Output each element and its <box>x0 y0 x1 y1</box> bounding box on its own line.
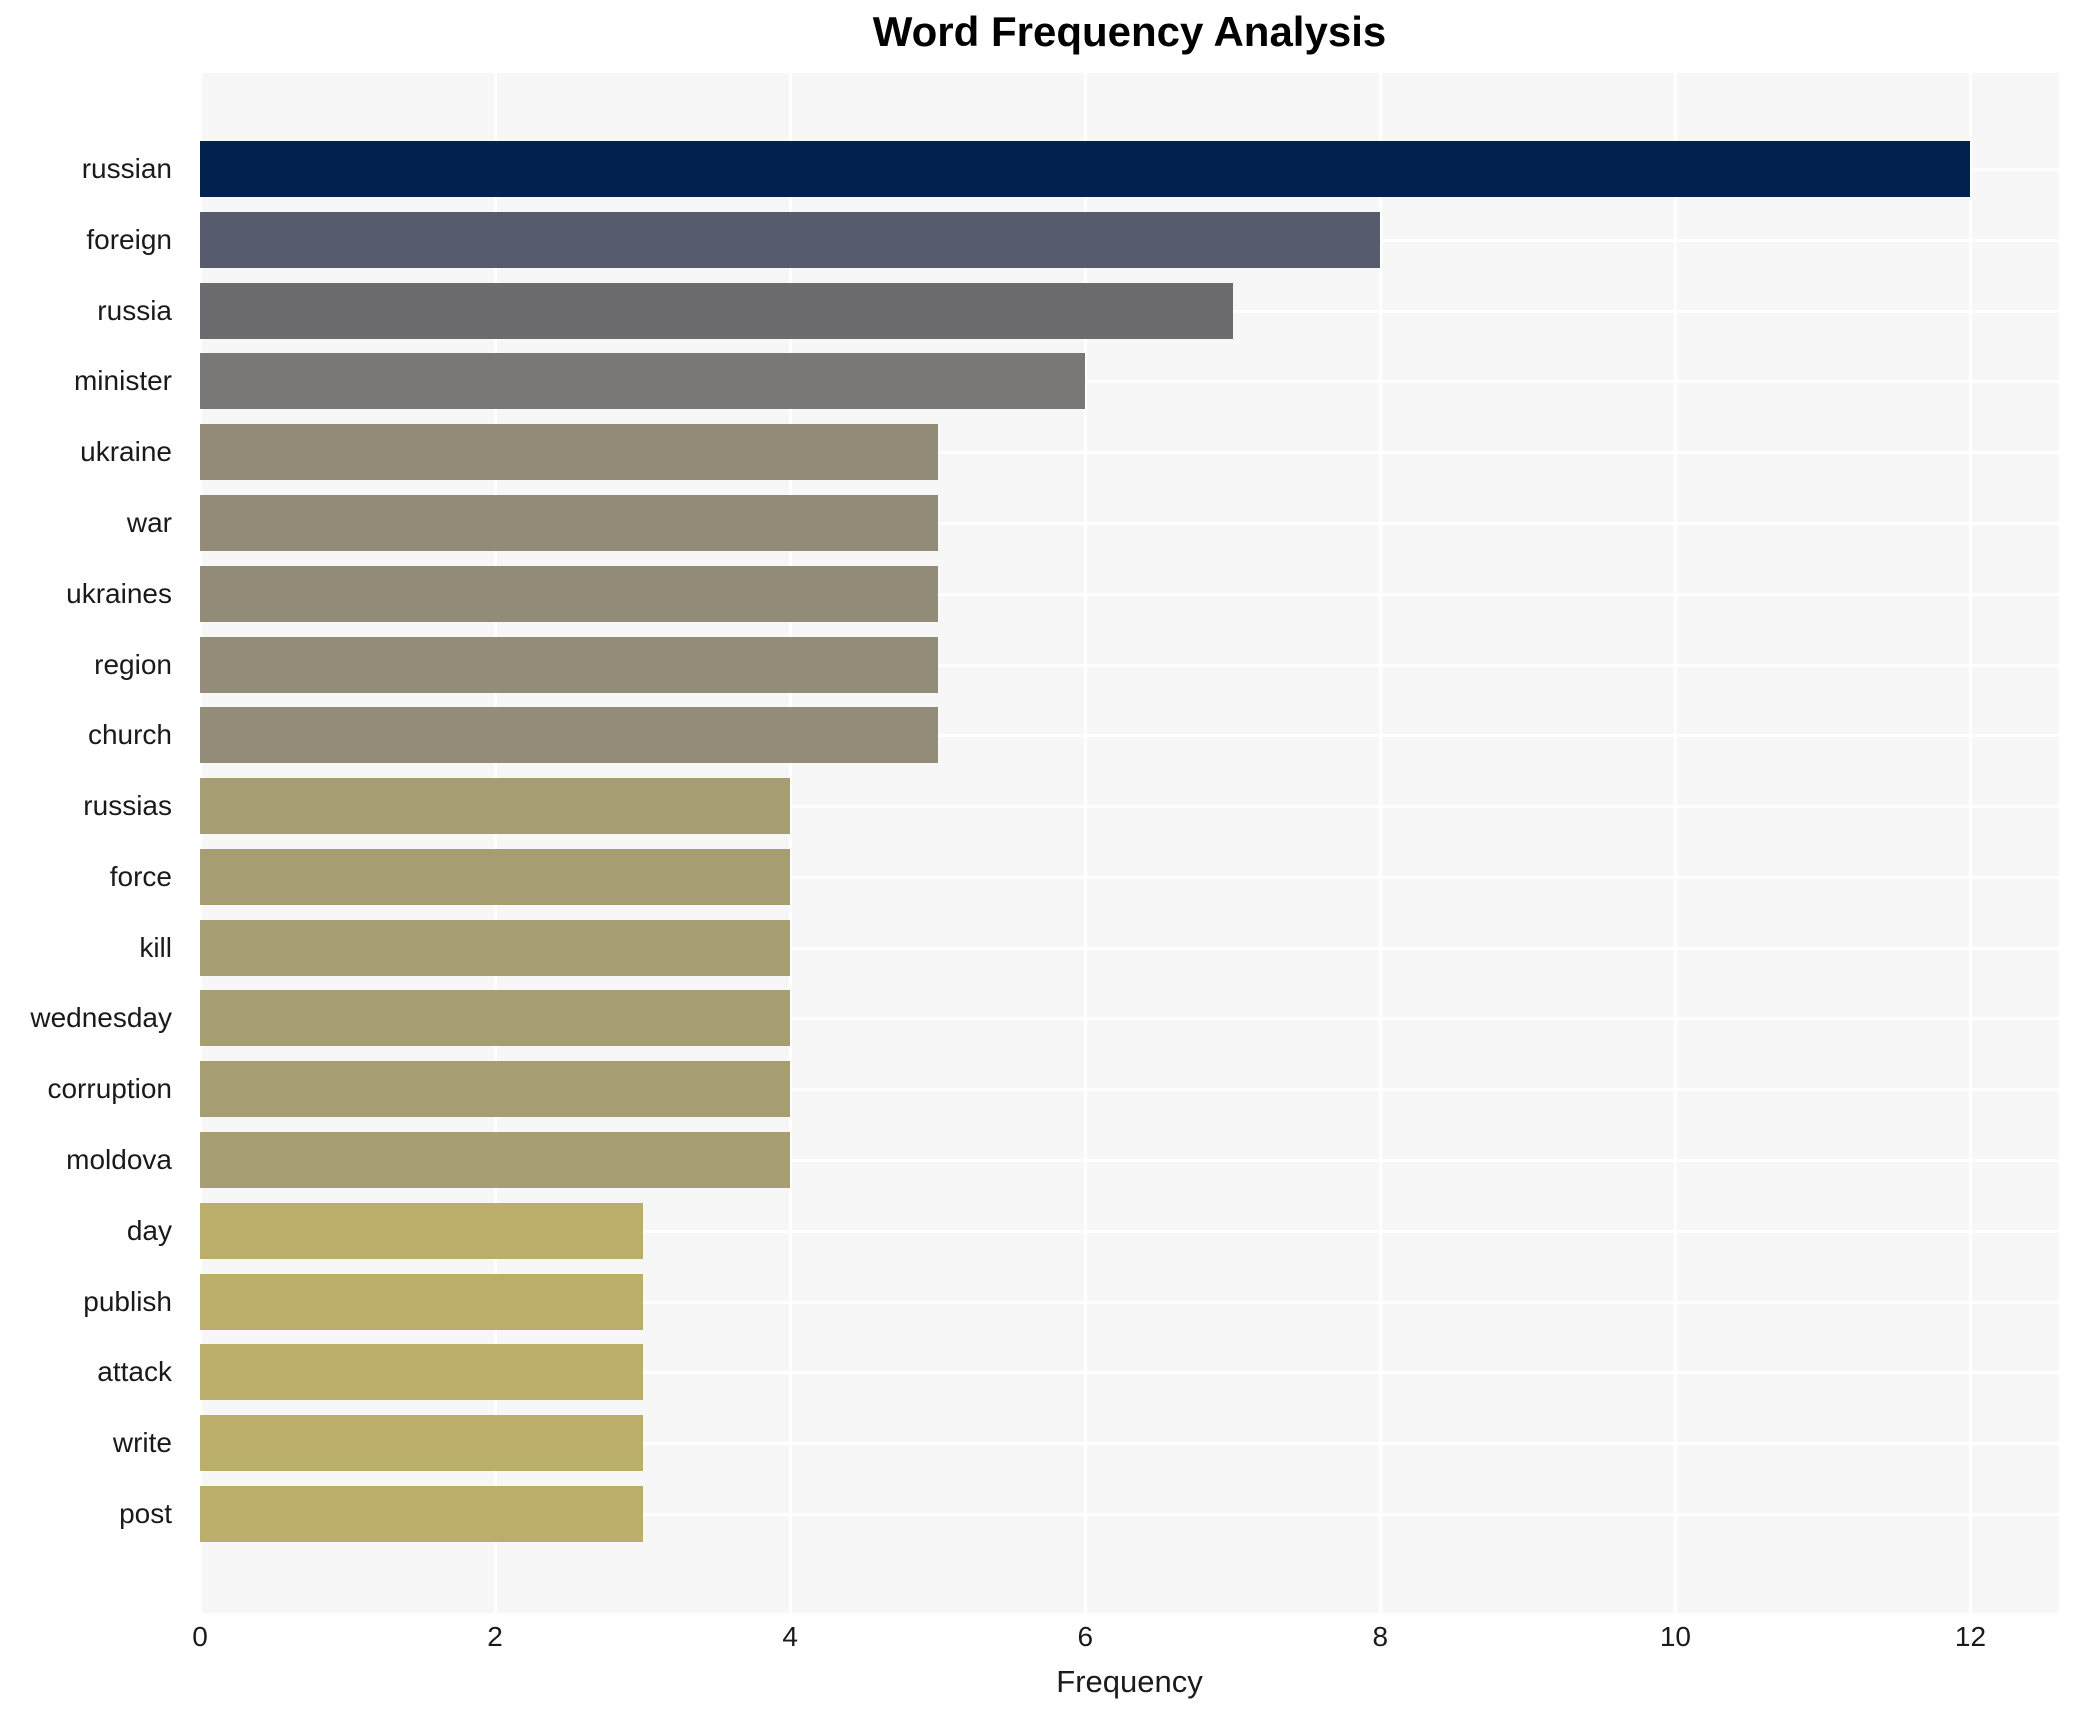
x-tick-label-6: 6 <box>1077 1621 1094 1652</box>
gridline-h <box>200 1229 2059 1233</box>
bar-minister <box>200 353 1086 410</box>
y-tick-label-russias: russias <box>83 790 172 822</box>
gridline-v <box>1969 73 1973 1613</box>
y-tick-label-ukraine: ukraine <box>80 436 172 468</box>
y-tick-label-ukraines: ukraines <box>66 577 172 609</box>
y-tick-label-region: region <box>94 648 172 680</box>
gridline-h <box>200 805 2059 809</box>
bar-post <box>200 1486 643 1542</box>
x-axis-ticks: 0 2 4 6 8 10 12 <box>192 1621 2059 1661</box>
gridline-h <box>200 1300 2059 1304</box>
x-tick-label-8: 8 <box>1372 1621 1389 1652</box>
gridline-h <box>200 1017 2059 1021</box>
bar-russia <box>200 282 1233 339</box>
gridline-v <box>1674 73 1678 1613</box>
chart-title: Word Frequency Analysis <box>872 8 1387 55</box>
y-tick-label-write: write <box>112 1427 172 1459</box>
bar-corruption <box>200 1061 791 1118</box>
y-tick-label-moldova: moldova <box>66 1144 172 1176</box>
bar-russian <box>200 141 1971 197</box>
y-axis-labels: russian foreign russia minister ukraine war uk… <box>0 73 186 1613</box>
gridline-h <box>200 946 2059 950</box>
x-tick-label-4: 4 <box>782 1621 798 1652</box>
y-tick-label-church: church <box>87 719 172 751</box>
gridline-h <box>200 1371 2059 1375</box>
bar-day <box>200 1202 643 1259</box>
gridline-h <box>200 380 2059 384</box>
gridline-h <box>200 592 2059 596</box>
bar-kill <box>200 919 791 976</box>
y-tick-label-day: day <box>126 1214 172 1246</box>
gridline-h <box>200 734 2059 738</box>
bar-attack <box>200 1344 643 1401</box>
gridline-h <box>200 1159 2059 1163</box>
y-tick-label-corruption: corruption <box>47 1073 172 1105</box>
y-tick-label-foreign: foreign <box>86 223 172 255</box>
gridline-h <box>200 1442 2059 1446</box>
bar-war <box>200 494 938 551</box>
y-tick-label-publish: publish <box>83 1285 172 1317</box>
y-tick-label-kill: kill <box>139 931 172 963</box>
y-tick-label-post: post <box>119 1498 172 1529</box>
gridline-h <box>200 1513 2059 1516</box>
x-tick-label-2: 2 <box>487 1621 503 1652</box>
bar-church <box>200 707 938 764</box>
gridline-v <box>1379 73 1383 1613</box>
gridline-v <box>1084 73 1088 1613</box>
x-tick-label-10: 10 <box>1659 1621 1691 1652</box>
gridline-h <box>200 451 2059 455</box>
y-tick-label-force: force <box>109 860 172 892</box>
x-tick-label-12: 12 <box>1954 1621 1987 1652</box>
bar-write <box>200 1415 643 1472</box>
gridline-v <box>789 73 793 1613</box>
bar-foreign <box>200 211 1381 268</box>
y-tick-label-wednesday: wednesday <box>30 1002 172 1034</box>
gridline-v <box>494 73 498 1613</box>
bar-ukraine <box>200 424 938 481</box>
bar-wednesday <box>200 990 791 1047</box>
bar-moldova <box>200 1132 791 1189</box>
plot-area <box>199 73 2059 1613</box>
bar-russias <box>200 778 791 835</box>
bar-ukraines <box>200 565 938 622</box>
y-tick-label-war: war <box>126 506 172 538</box>
y-tick-label-minister: minister <box>73 365 172 397</box>
y-tick-label-russian: russian <box>81 153 172 184</box>
x-tick-label-0: 0 <box>192 1621 208 1652</box>
gridline-h <box>200 521 2059 525</box>
gridline-h <box>200 663 2059 667</box>
bar-publish <box>200 1273 643 1330</box>
gridline-v <box>199 73 202 1613</box>
gridline-h <box>200 875 2059 879</box>
gridline-h <box>200 1088 2059 1092</box>
x-axis-title: Frequency <box>1056 1664 1203 1699</box>
y-tick-label-russia: russia <box>97 294 172 326</box>
y-tick-label-attack: attack <box>97 1356 172 1388</box>
bar-force <box>200 848 791 905</box>
bar-region <box>200 636 938 693</box>
